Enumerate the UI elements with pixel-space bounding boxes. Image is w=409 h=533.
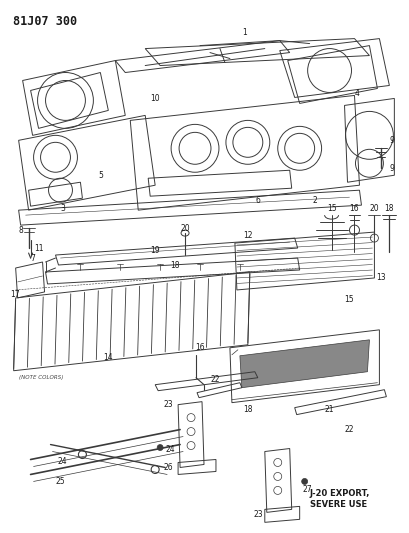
Text: 10: 10 <box>151 94 160 103</box>
Text: 5: 5 <box>98 171 103 180</box>
Text: 17: 17 <box>10 290 20 300</box>
Text: (NOTE COLORS): (NOTE COLORS) <box>19 375 63 380</box>
Text: 22: 22 <box>210 375 220 384</box>
Text: 19: 19 <box>151 246 160 255</box>
Circle shape <box>157 445 163 450</box>
Text: 25: 25 <box>56 477 65 486</box>
Text: 18: 18 <box>243 405 253 414</box>
Text: 24: 24 <box>58 457 67 466</box>
Text: 16: 16 <box>195 343 205 352</box>
Text: 15: 15 <box>327 204 336 213</box>
Text: 27: 27 <box>303 485 312 494</box>
Text: 23: 23 <box>253 510 263 519</box>
Text: 14: 14 <box>103 353 113 362</box>
Text: 9: 9 <box>390 136 395 145</box>
Text: 7: 7 <box>30 254 35 263</box>
Text: 22: 22 <box>345 425 354 434</box>
Polygon shape <box>240 340 369 387</box>
Text: 6: 6 <box>255 196 260 205</box>
Text: 18: 18 <box>171 261 180 270</box>
Text: 11: 11 <box>34 244 43 253</box>
Text: 9: 9 <box>390 164 395 173</box>
Text: 3: 3 <box>60 204 65 213</box>
Text: 20: 20 <box>180 224 190 232</box>
Text: 4: 4 <box>355 89 360 98</box>
Text: 26: 26 <box>163 463 173 472</box>
Text: 23: 23 <box>163 400 173 409</box>
Text: 2: 2 <box>312 196 317 205</box>
Text: 16: 16 <box>350 204 359 213</box>
Text: 13: 13 <box>377 273 386 282</box>
Text: 24: 24 <box>165 445 175 454</box>
Text: J-20 EXPORT,
SEVERE USE: J-20 EXPORT, SEVERE USE <box>310 489 370 509</box>
Text: 15: 15 <box>345 295 354 304</box>
Text: 21: 21 <box>325 405 334 414</box>
Text: 18: 18 <box>384 204 394 213</box>
Text: 8: 8 <box>18 225 23 235</box>
Text: 81J07 300: 81J07 300 <box>13 15 77 28</box>
Text: 1: 1 <box>243 28 247 37</box>
Circle shape <box>302 479 308 484</box>
Text: 12: 12 <box>243 231 253 239</box>
Text: 20: 20 <box>370 204 379 213</box>
